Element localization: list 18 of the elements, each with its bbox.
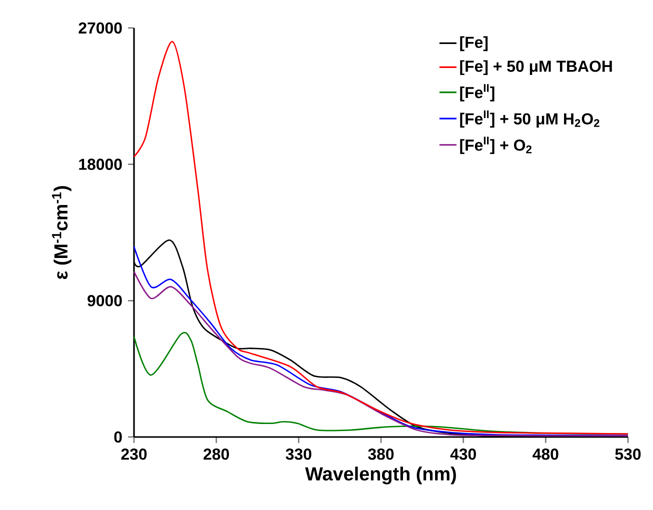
legend-label: [Fe$^{II}$] <box>460 84 494 102</box>
x-tick-label: 330 <box>286 448 312 460</box>
y-tick-label: 18000 <box>79 158 122 170</box>
y-tick-label: 0 <box>114 431 122 443</box>
x-tick-label: 230 <box>121 448 147 460</box>
x-tick-label: 480 <box>532 448 558 460</box>
x-tick-label: 380 <box>368 448 394 460</box>
y-tick-label: 27000 <box>78 22 122 34</box>
x-axis-title: Wavelength (nm) <box>305 466 456 484</box>
y-tick-label: 9000 <box>88 295 122 306</box>
legend-label: [Fe] <box>460 36 488 52</box>
legend-label: [Fe] + 50 μM TBAOH <box>460 60 612 76</box>
x-tick-label: 280 <box>204 448 229 460</box>
legend-label: [Fe$^{II}$] + 50 μM H$_{2}$O$_{2}$ <box>460 110 600 128</box>
x-tick-label: 530 <box>615 448 641 460</box>
x-tick-label: 430 <box>450 448 476 460</box>
legend-label: [Fe$^{II}$] + O$_{2}$ <box>460 136 532 154</box>
y-axis-title: ε (M$^{-1}$cm$^{-1}$) <box>52 186 72 280</box>
